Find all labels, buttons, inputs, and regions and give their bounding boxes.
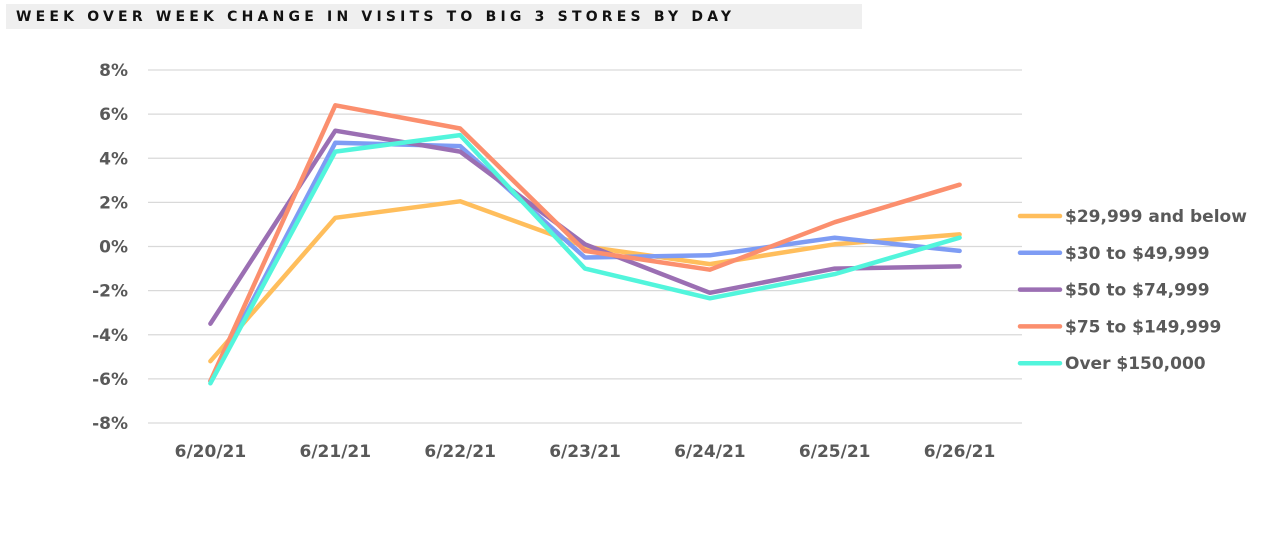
series-line: [208, 199, 962, 364]
series-line: [208, 103, 962, 384]
legend-label: $75 to $149,999: [1065, 317, 1221, 337]
x-tick-label: 6/20/21: [175, 442, 247, 462]
y-tick-label: 6%: [99, 105, 128, 125]
legend-label: $50 to $74,999: [1065, 281, 1210, 301]
y-tick-label: -2%: [92, 282, 128, 302]
x-tick-label: 6/21/21: [300, 442, 372, 462]
series-line: [208, 132, 962, 386]
y-tick-label: 2%: [99, 193, 128, 213]
x-tick-label: 6/22/21: [424, 442, 496, 462]
x-tick-label: 6/24/21: [674, 442, 746, 462]
y-tick-label: 4%: [99, 149, 128, 169]
chart-title-box: WEEK OVER WEEK CHANGE IN VISITS TO BIG 3…: [6, 4, 862, 29]
x-tick-label: 6/25/21: [799, 442, 871, 462]
chart-title: WEEK OVER WEEK CHANGE IN VISITS TO BIG 3…: [16, 9, 736, 25]
series-line: [208, 140, 962, 384]
legend-label: $29,999 and below: [1065, 207, 1247, 227]
x-tick-label: 6/26/21: [924, 442, 996, 462]
y-tick-label: 8%: [99, 61, 128, 81]
y-tick-label: -6%: [92, 370, 128, 390]
legend-label: $30 to $49,999: [1065, 244, 1210, 264]
y-tick-label: 0%: [99, 238, 128, 258]
y-tick-label: -8%: [92, 414, 128, 434]
series-line: [208, 128, 962, 326]
x-tick-label: 6/23/21: [549, 442, 621, 462]
legend-label: Over $150,000: [1065, 354, 1206, 374]
y-tick-label: -4%: [92, 326, 128, 346]
